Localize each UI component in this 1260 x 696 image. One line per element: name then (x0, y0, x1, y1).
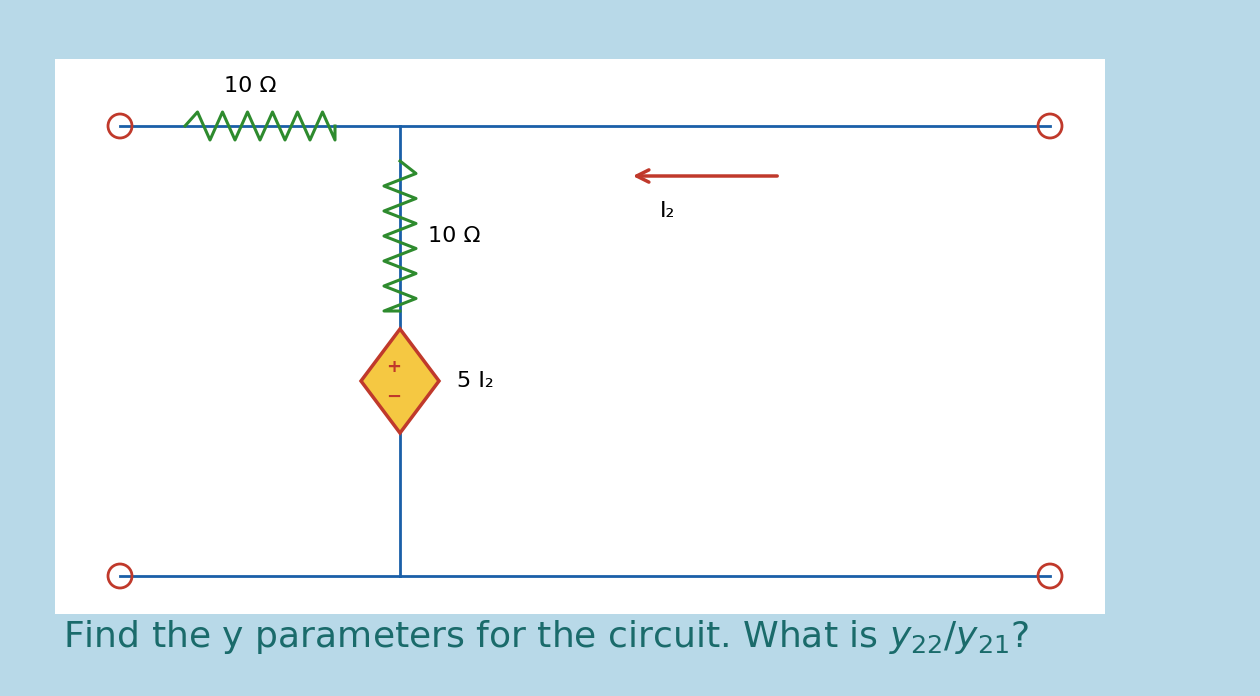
Text: 5 I₂: 5 I₂ (457, 371, 494, 391)
FancyBboxPatch shape (55, 59, 1105, 614)
Text: I₂: I₂ (660, 201, 675, 221)
Text: 10 Ω: 10 Ω (224, 76, 276, 96)
Text: 10 Ω: 10 Ω (428, 226, 480, 246)
Text: −: − (387, 388, 402, 406)
Text: Find the y parameters for the circuit. What is $y_{22}/y_{21}$?: Find the y parameters for the circuit. W… (63, 618, 1029, 656)
Polygon shape (362, 329, 438, 433)
Text: +: + (387, 358, 402, 376)
